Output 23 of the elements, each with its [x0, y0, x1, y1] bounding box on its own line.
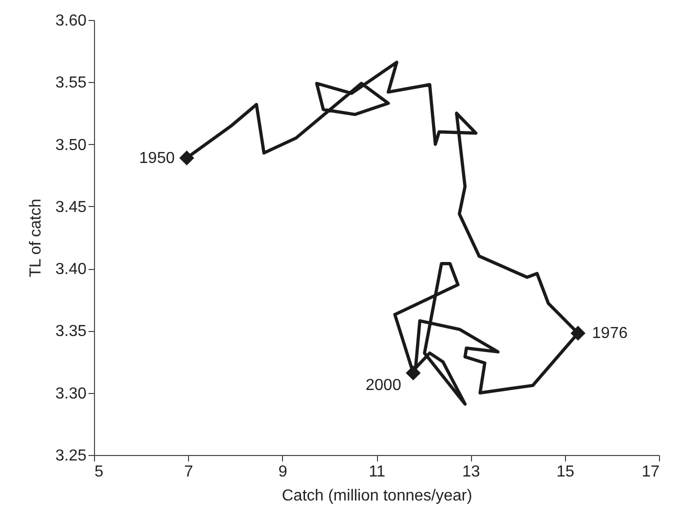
y-tick-label: 3.55 — [55, 74, 87, 92]
x-tick-label: 13 — [462, 464, 480, 480]
annotation: 2000 — [366, 376, 402, 394]
y-tick-label: 3.25 — [55, 448, 87, 464]
point — [570, 326, 586, 341]
x-tick-label: 9 — [278, 464, 288, 480]
y-axis-title: TL of catch — [27, 198, 44, 278]
x-tick-label: 7 — [184, 464, 194, 480]
y-tick-label: 3.30 — [55, 385, 87, 402]
y-tick-label: 3.35 — [55, 323, 87, 340]
y-tick-label: 3.50 — [55, 136, 87, 154]
x-tick-label: 11 — [368, 464, 386, 480]
annotation: 1976 — [592, 325, 628, 342]
point — [179, 150, 194, 166]
y-tick-label: 3.45 — [55, 198, 87, 216]
annotation: 1950 — [139, 150, 175, 167]
y-tick-label: 3.60 — [55, 12, 87, 30]
y-tick-label: 3.40 — [55, 261, 87, 278]
point — [406, 366, 421, 380]
x-axis-title: Catch (million tonnes/year) — [282, 488, 472, 504]
x-tick-label: 5 — [94, 464, 104, 480]
x-tick-label: 17 — [642, 464, 660, 480]
x-tick-label: 15 — [556, 464, 574, 480]
